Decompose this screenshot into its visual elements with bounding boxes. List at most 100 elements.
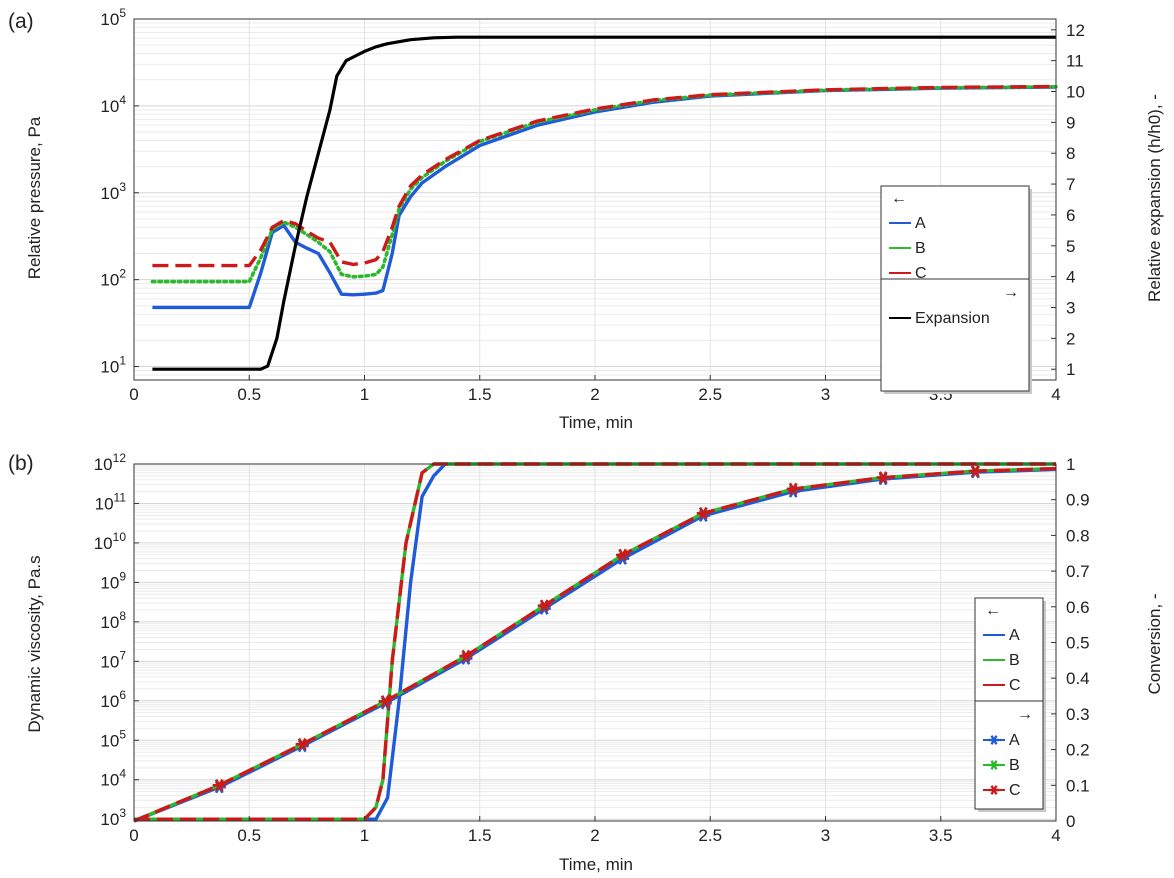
- y-tick-exponent: 5: [119, 727, 126, 741]
- series-marker-c: [696, 506, 710, 520]
- legend-marker-right-b: [989, 760, 999, 770]
- y2-tick-label: 5: [1066, 237, 1075, 256]
- y2-tick-label: 0.5: [1066, 634, 1090, 653]
- y2-tick-label: 0.3: [1066, 705, 1090, 724]
- y-tick-base: 10: [100, 358, 119, 377]
- series-marker-c: [459, 649, 473, 663]
- series-marker-c: [537, 599, 551, 613]
- panel-b-y-axis-label: Dynamic viscosity, Pa.s: [25, 555, 44, 732]
- x-tick-label: 4: [1051, 826, 1060, 845]
- y-tick-label: 1010: [94, 530, 127, 553]
- legend-box: [974, 597, 1044, 810]
- legend-entry-left-c: C: [915, 265, 927, 282]
- y2-tick-label: 4: [1066, 268, 1075, 287]
- y-tick-label: 109: [100, 569, 126, 592]
- x-tick-label: 1.5: [468, 385, 492, 404]
- y2-tick-label: 1: [1066, 455, 1075, 474]
- legend-entry-right-c: C: [1009, 782, 1021, 799]
- series-marker-c: [786, 482, 800, 496]
- x-tick-label: 2.5: [698, 385, 722, 404]
- legend-entry-right-b: B: [1009, 757, 1020, 774]
- y2-tick-label: 3: [1066, 298, 1075, 317]
- y-tick-label: 105: [100, 727, 126, 750]
- y-tick-exponent: 2: [119, 267, 126, 281]
- y-tick-exponent: 3: [119, 806, 126, 820]
- y2-tick-label: 1: [1066, 360, 1075, 379]
- y-tick-exponent: 1: [119, 354, 126, 368]
- y-tick-label: 104: [100, 93, 126, 116]
- y-tick-base: 10: [94, 455, 113, 474]
- y-tick-exponent: 3: [119, 180, 126, 194]
- y-tick-exponent: 5: [119, 6, 126, 20]
- y-tick-exponent: 9: [119, 569, 126, 583]
- series-line-c-right: [133, 466, 1057, 823]
- y-tick-label: 108: [100, 609, 126, 632]
- y-tick-label: 1011: [95, 490, 127, 513]
- y-tick-base: 10: [94, 534, 113, 553]
- y-tick-label: 104: [100, 767, 126, 790]
- panel-b-label: (b): [8, 452, 34, 475]
- y-tick-label: 106: [100, 688, 126, 711]
- y2-tick-label: 0.1: [1066, 776, 1090, 795]
- x-tick-label: 0: [129, 826, 138, 845]
- panel-a-x-ticks: 0 0.5 1 1.5 2 2.5 3 3.5 4: [129, 375, 1061, 404]
- y-tick-label: 105: [100, 6, 126, 29]
- panel-a-y-axis-label: Relative pressure, Pa: [25, 116, 44, 279]
- y-tick-exponent: 11: [114, 490, 127, 504]
- y2-tick-label: 11: [1066, 52, 1084, 71]
- y2-tick-label: 0.8: [1066, 526, 1090, 545]
- x-tick-label: 0: [129, 385, 138, 404]
- y2-tick-label: 7: [1066, 175, 1075, 194]
- y2-tick-label: 0: [1066, 812, 1075, 831]
- y2-tick-label: 8: [1066, 144, 1075, 163]
- y2-tick-label: 9: [1066, 113, 1075, 132]
- legend-entry-left-c: C: [1009, 677, 1021, 694]
- y-tick-base: 10: [100, 692, 119, 711]
- legend-left-axis-arrow: ←: [985, 602, 1001, 619]
- x-tick-label: 3.5: [929, 826, 953, 845]
- panel-a-legend: ← → ABC Expansion: [880, 185, 1032, 394]
- legend-right-axis-arrow: →: [1003, 284, 1019, 301]
- legend-marker-right-a: [989, 735, 999, 745]
- x-tick-label: 1.5: [468, 826, 492, 845]
- y2-tick-label: 10: [1066, 83, 1085, 102]
- series-marker-c: [616, 548, 630, 562]
- y-tick-label: 103: [100, 806, 126, 829]
- series-line-c-left: [152, 84, 1057, 268]
- y2-tick-label: 0.4: [1066, 669, 1090, 688]
- y-tick-exponent: 7: [119, 648, 126, 662]
- x-tick-label: 4: [1051, 385, 1060, 404]
- y-tick-label: 103: [100, 180, 126, 203]
- y2-tick-label: 0.7: [1066, 562, 1090, 581]
- y2-tick-label: 12: [1066, 21, 1085, 40]
- y2-tick-label: 0.2: [1066, 741, 1090, 760]
- series-marker-c: [378, 695, 392, 708]
- y-tick-label: 1012: [94, 451, 127, 474]
- panel-a-y2-axis-label: Relative expansion (h/h0), -: [1145, 94, 1164, 302]
- x-tick-label: 0.5: [237, 826, 261, 845]
- y-tick-base: 10: [100, 271, 119, 290]
- y-tick-exponent: 4: [119, 93, 126, 107]
- legend-marker-right-c: [989, 785, 999, 795]
- y2-tick-label: 2: [1066, 329, 1075, 348]
- panel-b-y2-axis-label: Conversion, -: [1145, 593, 1164, 694]
- legend-box: [880, 185, 1030, 392]
- legend-entry-right-a: A: [1009, 732, 1020, 749]
- panel-b-grid: [133, 463, 1057, 822]
- y-tick-label: 101: [100, 354, 126, 377]
- legend-entry-left-b: B: [1009, 652, 1020, 669]
- panel-b: (b) 0 0.5 1 1.5 2 2.5 3 3.5 4 103104105106107108…: [8, 451, 1164, 874]
- y-tick-base: 10: [100, 97, 119, 116]
- legend-entry-left-a: A: [915, 215, 926, 232]
- y-tick-exponent: 12: [113, 451, 127, 465]
- x-tick-label: 0.5: [237, 385, 261, 404]
- y-tick-exponent: 10: [113, 530, 127, 544]
- y-tick-exponent: 8: [119, 609, 126, 623]
- legend-entry-right-expansion: Expansion: [915, 310, 990, 327]
- y2-tick-label: 0.9: [1066, 491, 1090, 510]
